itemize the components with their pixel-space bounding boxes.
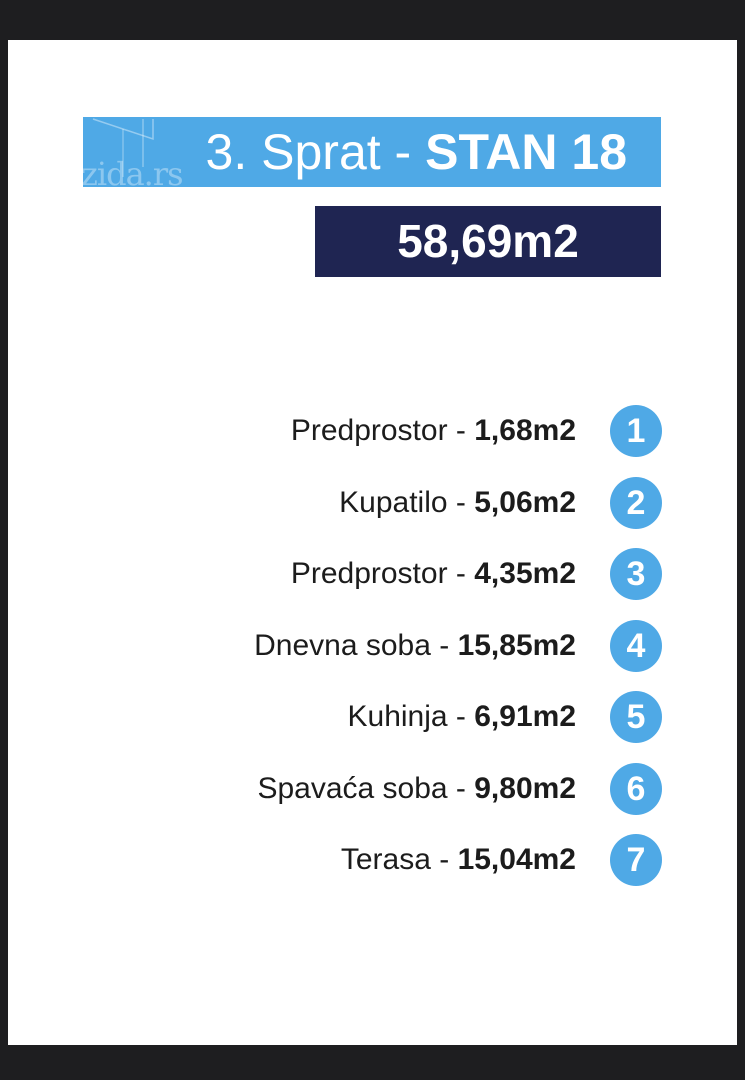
room-row-6: Spavaća soba - 9,80m2 6 [8,753,737,825]
room-area: 5,06m2 [474,485,576,519]
room-number-badge: 7 [610,834,662,886]
room-row-1: Predprostor - 1,68m2 1 [8,395,737,467]
room-name: Dnevna soba - [254,628,450,662]
room-row-2: Kupatilo - 5,06m2 2 [8,467,737,539]
room-row-4: Dnevna soba - 15,85m2 4 [8,610,737,682]
room-area: 1,68m2 [474,414,576,447]
total-area-badge: 58,69m2 [315,206,661,277]
room-area: 15,04m2 [457,843,576,876]
room-area: 6,91m2 [474,700,576,733]
room-row-3: Predprostor - 4,35m2 3 [8,538,737,610]
room-number-badge: 1 [610,405,662,457]
room-area: 15,85m2 [457,628,576,662]
room-name: Predprostor - [290,557,466,590]
unit-label: STAN 18 [425,124,627,180]
room-name: Kuhinja - [347,700,466,733]
title-banner: zida.rs 3. Sprat - STAN 18 [83,117,661,187]
room-number-badge: 6 [610,762,662,815]
room-row-5: Kuhinja - 6,91m2 5 [8,681,737,753]
floor-label: 3. Sprat - [205,124,412,180]
room-number-badge: 5 [610,691,662,743]
room-name: Spavaća soba - [257,771,466,805]
floor-plan-card: zida.rs 3. Sprat - STAN 18 58,69m2 Predp… [8,40,737,1045]
room-name: Kupatilo - [339,485,466,519]
room-number-badge: 4 [610,619,662,672]
watermark-house-icon [92,118,154,177]
room-list: Predprostor - 1,68m2 1 Kupatilo - 5,06m2… [8,395,737,896]
watermark-logo: zida.rs [83,117,213,187]
room-name: Terasa - [340,843,450,876]
room-number-badge: 2 [610,476,662,529]
watermark-text: zida.rs [83,155,184,187]
room-row-7: Terasa - 15,04m2 7 [8,824,737,896]
room-area: 9,80m2 [474,771,576,805]
room-number-badge: 3 [610,548,662,600]
room-name: Predprostor - [290,414,466,447]
room-area: 4,35m2 [474,557,576,590]
page-title: 3. Sprat - STAN 18 [206,117,627,187]
